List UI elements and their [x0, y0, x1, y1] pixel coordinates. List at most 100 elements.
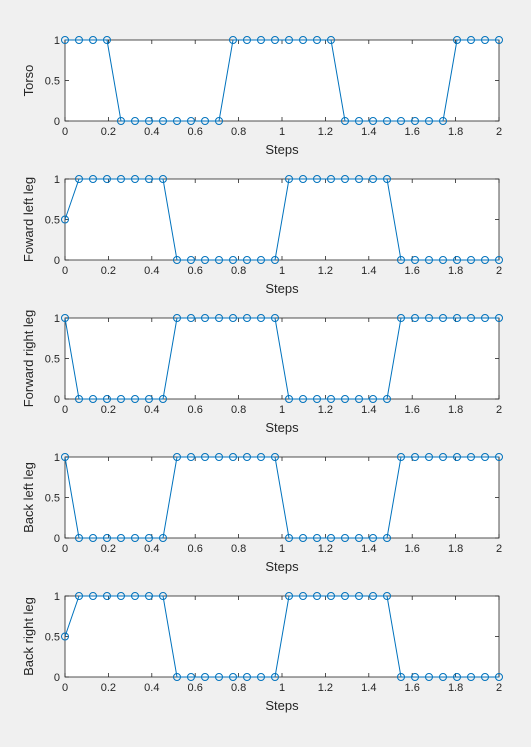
data-point [102, 534, 111, 542]
y-tick-label: 0.5 [45, 493, 60, 505]
x-tick-label: 1.2 [318, 543, 333, 555]
x-tick-label: 1 [279, 126, 285, 138]
data-point [74, 36, 83, 44]
data-point [410, 256, 419, 264]
data-point [354, 175, 363, 183]
y-tick-label: 0 [54, 116, 60, 128]
subplot-2: 0 0.2 0.4 0.6 0.8 1 1.2 1.4 1.6 1.8 2 0 0.5 1 Steps Fow… [21, 174, 503, 296]
data-point [61, 36, 69, 44]
data-point [215, 256, 224, 264]
x-tick-label: 1.4 [361, 126, 376, 138]
x-tick-label: 1.2 [318, 682, 333, 694]
x-tick-label: 0.4 [144, 126, 159, 138]
data-point [102, 175, 111, 183]
x-tick-label: 0.8 [231, 543, 246, 555]
data-point [158, 534, 167, 542]
data-point [242, 314, 251, 322]
x-tick-label: 1.4 [361, 682, 376, 694]
data-point [116, 592, 125, 600]
data-point [481, 314, 490, 322]
data-point [438, 117, 447, 125]
x-tick-label: 0.8 [231, 404, 246, 416]
x-tick-label: 0.8 [231, 126, 246, 138]
data-point [229, 256, 238, 264]
x-tick-label: 1.6 [405, 543, 420, 555]
data-point [313, 175, 322, 183]
x-tick-label: 1.6 [405, 404, 420, 416]
data-point [145, 395, 154, 403]
data-point [481, 453, 490, 461]
x-tick-label: 0.4 [144, 682, 159, 694]
data-point [116, 534, 125, 542]
data-point [495, 36, 503, 44]
series-line [65, 39, 499, 122]
x-tick-label: 0.8 [231, 682, 246, 694]
data-point [270, 314, 279, 322]
data-point [438, 256, 447, 264]
y-axis-label: Back left leg [21, 462, 36, 533]
x-tick-label: 0.2 [101, 265, 116, 277]
data-point [229, 673, 238, 681]
axes-box [64, 317, 500, 400]
data-point [369, 175, 378, 183]
data-point [453, 256, 462, 264]
data-point [313, 36, 322, 44]
x-tick-label: 0.4 [144, 543, 159, 555]
y-axis-label: Back right leg [21, 597, 36, 676]
data-point [424, 673, 433, 681]
data-point [397, 314, 406, 322]
data-point [186, 117, 195, 125]
data-point [256, 36, 265, 44]
data-point [145, 534, 154, 542]
data-point [453, 453, 462, 461]
data-point [397, 673, 406, 681]
x-tick-label: 2 [496, 682, 502, 694]
data-point [410, 453, 419, 461]
data-point [397, 117, 406, 125]
data-point [186, 256, 195, 264]
data-point [88, 534, 97, 542]
data-point [340, 175, 349, 183]
data-point [131, 175, 140, 183]
data-point [116, 117, 125, 125]
data-point [131, 534, 140, 542]
data-point [285, 395, 294, 403]
x-tick-label: 1.8 [448, 404, 463, 416]
data-point [102, 592, 111, 600]
data-point [158, 592, 167, 600]
data-point [369, 395, 378, 403]
data-point [131, 395, 140, 403]
data-point [285, 175, 294, 183]
data-point [383, 117, 392, 125]
y-tick-label: 0.5 [45, 354, 60, 366]
x-tick-label: 1.4 [361, 543, 376, 555]
x-axis-label: Steps [265, 559, 299, 574]
data-point [229, 453, 238, 461]
x-tick-label: 0 [62, 543, 68, 555]
data-point [313, 395, 322, 403]
data-point [369, 117, 378, 125]
data-point [131, 117, 140, 125]
data-point [299, 534, 308, 542]
data-point [88, 592, 97, 600]
data-point [131, 592, 140, 600]
x-tick-label: 1.2 [318, 265, 333, 277]
data-point [116, 175, 125, 183]
data-point [102, 395, 111, 403]
x-tick-label: 2 [496, 265, 502, 277]
data-point [270, 673, 279, 681]
data-point [172, 673, 181, 681]
data-point [145, 592, 154, 600]
y-tick-label: 0 [54, 394, 60, 406]
data-point [410, 314, 419, 322]
data-point [145, 117, 154, 125]
y-axis-label: Torso [21, 65, 36, 97]
data-point [410, 117, 419, 125]
data-point [326, 592, 335, 600]
data-point [438, 453, 447, 461]
data-point [116, 395, 125, 403]
x-axis-label: Steps [265, 698, 299, 713]
data-point [481, 36, 490, 44]
data-point [61, 453, 69, 461]
